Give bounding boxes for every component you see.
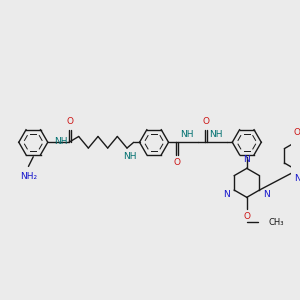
Text: NH: NH [123,152,136,161]
Text: O: O [293,128,300,137]
Text: O: O [243,212,250,221]
Text: O: O [67,118,73,127]
Text: NH: NH [209,130,223,139]
Text: NH: NH [180,130,194,139]
Text: N: N [243,155,250,164]
Text: O: O [174,158,181,167]
Text: NH₂: NH₂ [20,172,37,181]
Text: N: N [223,190,230,199]
Text: CH₃: CH₃ [268,218,283,227]
Text: O: O [203,118,210,127]
Text: NH: NH [55,137,68,146]
Text: N: N [294,175,300,184]
Text: N: N [263,190,270,199]
